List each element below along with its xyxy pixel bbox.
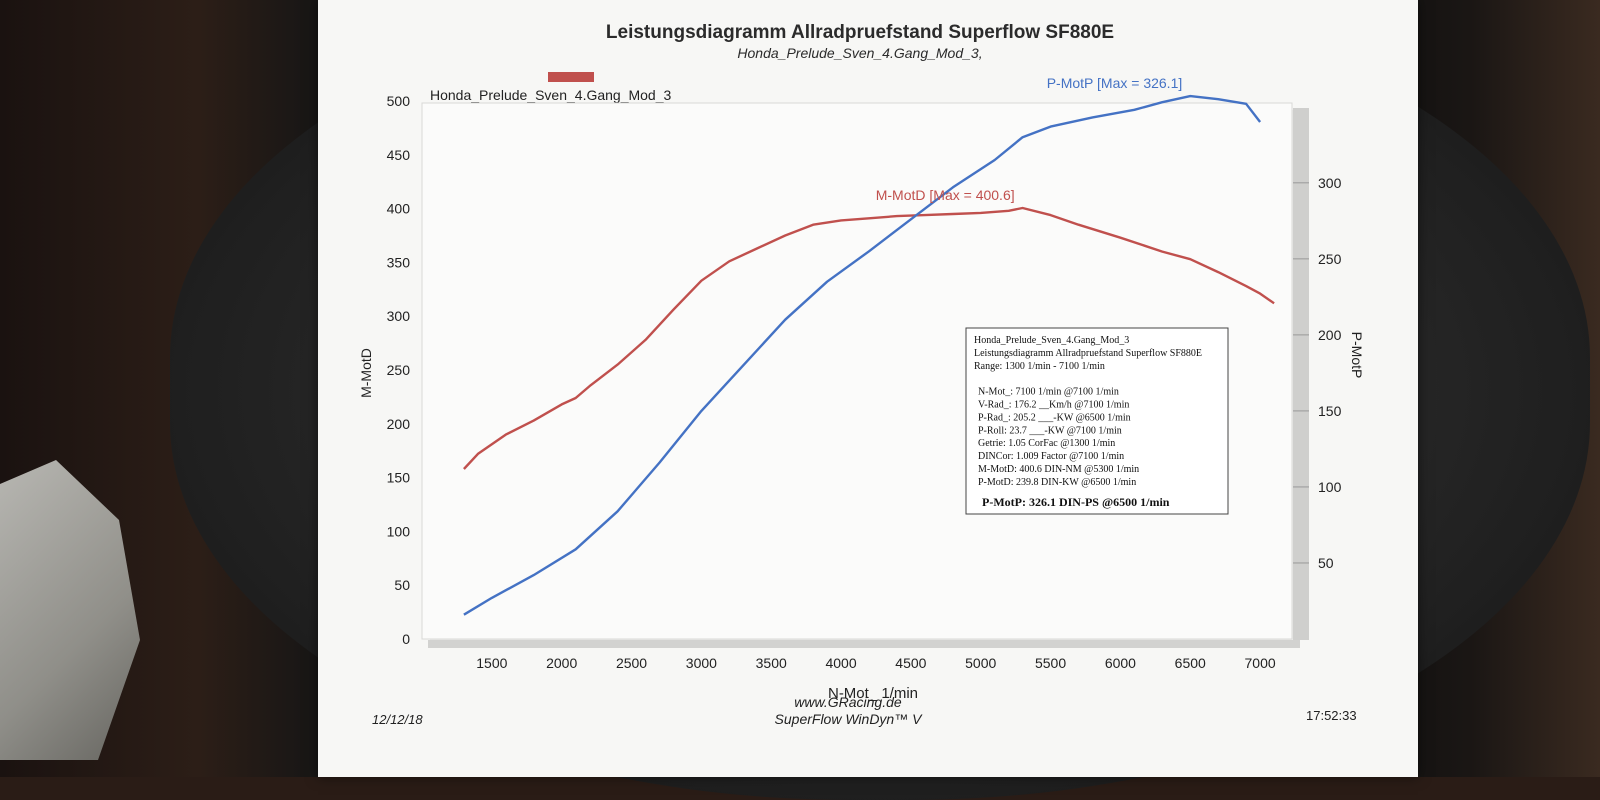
chart-title: Leistungsdiagramm Allradpruefstand Super… [606,22,1114,43]
series-line-m-motd [463,206,1275,470]
series-line-p-motp [463,94,1262,616]
series-annotation-p-motp: P-MotP [Max = 326.1] [1047,75,1183,91]
y-left-tick-label: 150 [387,470,411,486]
y-left-tick-label: 250 [387,362,411,378]
x-tick-label: 3500 [756,655,787,671]
info-box-line: Leistungsdiagramm Allradpruefstand Super… [974,348,1202,359]
y-left-tick-label: 200 [387,416,411,432]
right-axis-bar [1293,108,1309,640]
info-box-line: M-MotD: 400.6 DIN-NM @5300 1/min [978,464,1139,475]
y-right-tick-label: 200 [1318,327,1342,343]
dyno-printout: Leistungsdiagramm Allradpruefstand Super… [318,0,1418,777]
legend-label: Honda_Prelude_Sven_4.Gang_Mod_3 [430,87,672,103]
chart-subtitle: Honda_Prelude_Sven_4.Gang_Mod_3, [737,45,982,61]
y-left-tick-label: 0 [402,631,410,647]
x-axis-label: N-Mot_ 1/min [828,685,918,702]
y-left-tick-label: 50 [394,577,410,593]
info-box: Honda_Prelude_Sven_4.Gang_Mod_3 Leistungs… [965,327,1229,515]
x-tick-label: 4500 [895,655,926,671]
series-annotation-m-motd: M-MotD [Max = 400.6] [876,187,1015,203]
x-tick-label: 6000 [1105,655,1136,671]
y-axis-left-label: M-MotD [358,348,374,398]
info-box-line: N-Mot_: 7100 1/min @7100 1/min [978,387,1119,398]
x-tick-label: 3000 [686,655,717,671]
info-box-summary: P-MotP: 326.1 DIN-PS @6500 1/min [982,495,1170,509]
x-tick-label: 6500 [1175,655,1206,671]
y-right-tick-label: 250 [1318,251,1342,267]
info-box-line: Range: 1300 1/min - 7100 1/min [974,361,1105,372]
footer-software: SuperFlow WinDyn™ V [775,711,924,727]
info-box-line: Honda_Prelude_Sven_4.Gang_Mod_3 [974,335,1129,346]
x-tick-label: 2000 [546,655,577,671]
info-box-line: P-Roll: 23.7 ___-KW @7100 1/min [978,425,1122,436]
footer-time: 17:52:33 [1306,708,1357,723]
dyno-chart: Leistungsdiagramm Allradpruefstand Super… [358,22,1365,727]
y-right-tick-label: 100 [1318,479,1342,495]
y-left-tick-label: 300 [387,308,411,324]
y-left-tick-label: 500 [387,93,411,109]
y-left-tick-label: 450 [387,147,411,163]
x-tick-label: 7000 [1245,655,1276,671]
y-left-tick-label: 400 [387,201,411,217]
y-right-tick-label: 300 [1318,175,1342,191]
info-box-line: DINCor: 1.009 Factor @7100 1/min [978,451,1124,462]
info-box-line: Getrie: 1.05 CorFac @1300 1/min [978,438,1115,449]
y-axis-right-label: P-MotP [1349,332,1365,379]
info-box-frame [965,327,1229,515]
y-right-tick-label: 50 [1318,555,1334,571]
x-tick-label: 5000 [965,655,996,671]
x-tick-label: 2500 [616,655,647,671]
x-axis-bar [428,640,1300,648]
y-left-tick-label: 350 [387,254,411,270]
x-tick-label: 1500 [476,655,507,671]
footer-website: www.GRacing.de [794,694,902,710]
y-left-tick-label: 100 [387,523,411,539]
info-box-line: V-Rad_: 176.2 __Km/h @7100 1/min [978,400,1129,411]
legend-swatch [548,72,594,82]
x-tick-label: 4000 [825,655,856,671]
info-box-line: P-MotD: 239.8 DIN-KW @6500 1/min [978,477,1136,488]
footer-date: 12/12/18 [372,712,423,727]
x-tick-label: 5500 [1035,655,1066,671]
info-box-line: P-Rad_: 205.2 ___-KW @6500 1/min [978,412,1131,423]
y-right-tick-label: 150 [1318,403,1342,419]
